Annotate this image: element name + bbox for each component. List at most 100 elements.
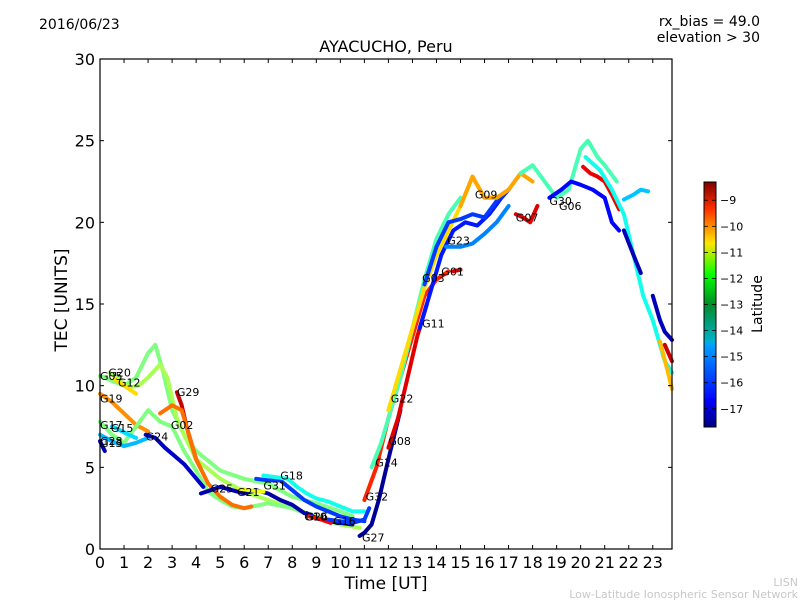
prn-label: G25 xyxy=(211,483,234,496)
x-tick-label: 14 xyxy=(426,553,446,572)
prn-label: G17 xyxy=(100,419,123,432)
prn-label: G14 xyxy=(375,456,398,469)
x-tick-label: 4 xyxy=(191,553,201,572)
x-tick-label: 6 xyxy=(239,553,249,572)
colorbar-label: Latitude xyxy=(750,275,766,333)
y-tick-label: 30 xyxy=(75,50,95,69)
colorbar-tick-label: −13 xyxy=(720,299,743,312)
series-line-g03 xyxy=(422,187,511,287)
x-tick-label: 18 xyxy=(522,553,542,572)
colorbar-tick-label: −14 xyxy=(720,325,743,338)
x-tick-label: 2 xyxy=(143,553,153,572)
series-line-g19 xyxy=(98,391,151,434)
series-layer xyxy=(98,138,674,538)
series-line-g18 xyxy=(261,473,367,514)
colorbar-ticks: −9 −10 −11 −12 −13 −14 −15 −16 −17 xyxy=(704,194,743,416)
network-short-label: LISN xyxy=(773,576,798,589)
series-line-g17 xyxy=(98,408,343,527)
prn-label: G24 xyxy=(146,430,169,443)
x-tick-label: 11 xyxy=(354,553,374,572)
x-tick-label: 9 xyxy=(311,553,321,572)
series-line-g04 xyxy=(581,164,622,212)
x-tick-label: 23 xyxy=(643,553,663,572)
series-line-g12 xyxy=(112,377,139,396)
prn-label: G02 xyxy=(171,419,194,432)
y-tick-label: 5 xyxy=(85,458,95,477)
y-tick-label: 0 xyxy=(85,540,95,559)
prn-label: G11 xyxy=(422,318,445,331)
series-line-g02 xyxy=(158,403,254,511)
series-line-g15 xyxy=(110,424,139,440)
series-line-g02b xyxy=(658,339,674,391)
prn-label: G31 xyxy=(263,479,286,492)
x-tick-label: 7 xyxy=(263,553,273,572)
prn-label: G07 xyxy=(516,211,539,224)
x-tick-label: 13 xyxy=(402,553,422,572)
x-tick-label: 22 xyxy=(619,553,639,572)
prn-label: G03 xyxy=(422,272,445,285)
series-line-g07 xyxy=(513,204,540,225)
y-tick-label: 15 xyxy=(75,295,95,314)
prn-label: G10 xyxy=(304,510,327,523)
y-tick-label: 10 xyxy=(75,377,95,396)
colorbar-tick-label: −16 xyxy=(720,377,743,390)
prn-label: G32 xyxy=(366,491,389,504)
x-tick-label: 17 xyxy=(498,553,518,572)
prn-label: G29 xyxy=(177,386,200,399)
x-tick-label: 21 xyxy=(595,553,615,572)
series-line-g12b xyxy=(650,293,674,342)
series-line-g23 xyxy=(444,204,511,249)
series-line-g31 xyxy=(254,476,367,524)
series-line-g06 xyxy=(547,179,622,233)
x-tick-label: 19 xyxy=(546,553,566,572)
prn-label: G09 xyxy=(475,189,498,202)
x-tick-label: 1 xyxy=(119,553,129,572)
series-line-g13 xyxy=(98,439,107,453)
y-axis-label: TEC [UNITS] xyxy=(52,248,72,352)
prn-label: G15 xyxy=(111,422,134,435)
series-line-g20b xyxy=(621,228,643,275)
x-tick-label: 16 xyxy=(474,553,494,572)
parameters-annotation: rx_bias = 49.0 elevation > 30 xyxy=(657,14,760,46)
colorbar-tick-label: −9 xyxy=(720,194,736,207)
prn-label: G05 xyxy=(100,370,123,383)
prn-label: G01 xyxy=(441,265,464,278)
x-tick-label: 5 xyxy=(215,553,225,572)
prn-label: G20 xyxy=(108,367,131,380)
colorbar-tick-label: −12 xyxy=(720,272,743,285)
x-tick-label: 20 xyxy=(570,553,590,572)
prn-label: G12 xyxy=(118,376,141,389)
colorbar-tick-label: −10 xyxy=(720,220,743,233)
series-line-g24 xyxy=(143,432,206,489)
x-tick-label: 3 xyxy=(167,553,177,572)
x-tick-label: 10 xyxy=(330,553,350,572)
colorbar-tick-label: −11 xyxy=(720,246,743,259)
series-line-g30 xyxy=(518,138,619,200)
chart-title: AYACUCHO, Peru xyxy=(319,37,453,56)
date-label: 2016/06/23 xyxy=(39,17,120,33)
network-long-label: Low-Latitude Ionospheric Sensor Network xyxy=(569,588,798,601)
series-line-g10b xyxy=(662,342,674,364)
prn-label: G30 xyxy=(549,195,572,208)
prn-label: G06 xyxy=(559,200,582,213)
series-line-g01 xyxy=(451,267,463,274)
colorbar-tick-label: −17 xyxy=(720,403,743,416)
y-tick-label: 20 xyxy=(75,213,95,232)
x-axis-label: Time [UT] xyxy=(344,574,428,594)
colorbar-tick-label: −15 xyxy=(720,351,743,364)
axis-layer: 0 1 2 3 4 5 6 7 8 9 10 11 12 13 14 15 16 17 18 19 20 21 22 2305… xyxy=(75,50,672,572)
prn-label: G19 xyxy=(100,393,123,406)
x-tick-label: 12 xyxy=(378,553,398,572)
prn-label: G22 xyxy=(391,393,414,406)
elevation-label: elevation > 30 xyxy=(656,30,760,46)
prn-label: G21 xyxy=(237,486,260,499)
prn-label: G28 xyxy=(100,435,123,448)
x-tick-label: 8 xyxy=(287,553,297,572)
prn-label: G23 xyxy=(447,234,470,247)
series-line-g16 xyxy=(326,506,372,525)
prn-label: G16 xyxy=(333,515,356,528)
prn-label: G13 xyxy=(100,437,123,450)
series-line-g21 xyxy=(237,486,266,494)
